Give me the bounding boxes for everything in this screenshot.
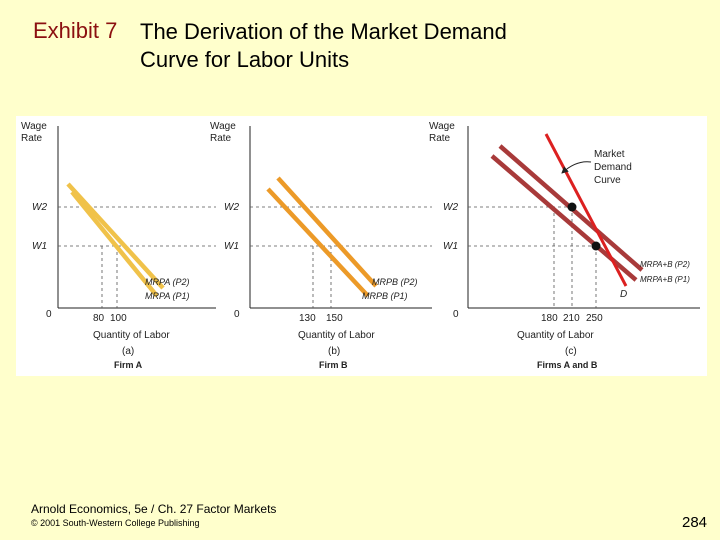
panel-c-y-label-2: Rate	[429, 133, 451, 144]
panel-c-point-w1	[591, 241, 601, 251]
panel-a-tick-100: 100	[110, 313, 127, 324]
panel-c-market-demand-curve	[544, 133, 628, 287]
panel-b-x-label: Quantity of Labor	[298, 330, 375, 341]
slide-title-line-2: Curve for Labor Units	[140, 47, 350, 72]
labor-demand-figure: Wage Rate W2 W1 0 80 100 Quantity of Lab…	[16, 116, 707, 376]
panel-c-callout-line-1: Market	[594, 149, 625, 160]
panel-c-tick-180: 180	[541, 313, 558, 324]
panel-c-x-label: Quantity of Labor	[517, 330, 594, 341]
footer-source: Arnold Economics, 5e / Ch. 27 Factor Mar…	[31, 502, 277, 516]
panel-b-mrp-p2-curve	[276, 176, 378, 288]
panel-c-callout-line-3: Curve	[594, 175, 621, 186]
panel-b-firm: Firm B	[319, 360, 348, 370]
panel-a-mrp-p2-curve	[66, 182, 165, 290]
panel-c-origin: 0	[453, 309, 459, 320]
panel-c-demand-label: D	[620, 289, 627, 300]
panel-c-callout-line-2: Demand	[594, 162, 632, 173]
panel-c-w2-label: W2	[443, 202, 458, 213]
panel-a-y-label-2: Rate	[21, 133, 43, 144]
panel-c-callout-arrow	[561, 161, 592, 174]
panel-b-y-label-2: Rate	[210, 133, 232, 144]
panel-c-firm: Firms A and B	[537, 360, 598, 370]
panel-b-origin: 0	[234, 309, 240, 320]
panel-a-curve-label-p1: MRPA (P1)	[145, 291, 190, 301]
panel-c-letter: (c)	[565, 346, 577, 357]
panel-b-mrp-p1-curve	[266, 187, 370, 298]
panel-a-letter: (a)	[122, 346, 134, 357]
footer-copyright: © 2001 South-Western College Publishing	[31, 518, 200, 528]
slide-title-line-1: The Derivation of the Market Demand	[140, 19, 507, 44]
panel-b-w1-label: W1	[224, 241, 239, 252]
panel-b-curve-label-p1: MRPB (P1)	[362, 291, 408, 301]
panel-a-tick-80: 80	[93, 313, 105, 324]
panel-b: Wage Rate W2 W1 0 130 150 Quantity of La…	[210, 121, 432, 370]
panel-c-curve-label-p2: MRPA+B (P2)	[640, 260, 690, 269]
panel-a-w1-label: W1	[32, 241, 47, 252]
panel-c-tick-210: 210	[563, 313, 580, 324]
panel-b-w2-label: W2	[224, 202, 239, 213]
panel-b-tick-150: 150	[326, 313, 343, 324]
exhibit-number: Exhibit 7	[33, 18, 118, 43]
panel-b-letter: (b)	[328, 346, 340, 357]
panel-c-curve-label-p1: MRPA+B (P1)	[640, 275, 690, 284]
slide-title: The Derivation of the Market Demand Curv…	[140, 18, 507, 74]
page-number: 284	[682, 514, 708, 531]
panel-a-y-label-1: Wage	[21, 121, 47, 132]
panel-a-curve-label-p2: MRPA (P2)	[145, 277, 190, 287]
panel-a-origin: 0	[46, 309, 52, 320]
panel-c-tick-250: 250	[586, 313, 603, 324]
panel-b-y-label-1: Wage	[210, 121, 236, 132]
panel-c: Wage Rate Market Demand Curve W2 W1 0 18…	[429, 121, 700, 370]
panel-a-x-label: Quantity of Labor	[93, 330, 170, 341]
panel-c-y-label-1: Wage	[429, 121, 455, 132]
panel-b-curve-label-p2: MRPB (P2)	[372, 277, 418, 287]
panel-a-mrp-p1-curve	[70, 190, 159, 298]
panel-a-firm: Firm A	[114, 360, 143, 370]
panel-a: Wage Rate W2 W1 0 80 100 Quantity of Lab…	[21, 121, 216, 370]
panel-b-tick-130: 130	[299, 313, 316, 324]
panel-c-w1-label: W1	[443, 241, 458, 252]
panel-a-w2-label: W2	[32, 202, 47, 213]
panel-c-point-w2	[567, 202, 577, 212]
